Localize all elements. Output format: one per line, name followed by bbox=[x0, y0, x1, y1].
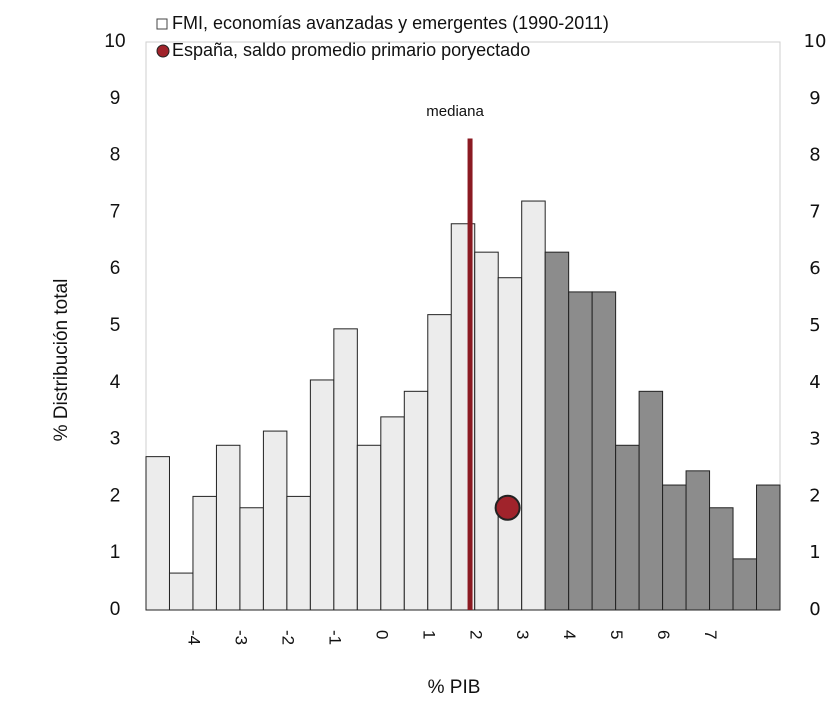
bar bbox=[427, 314, 452, 611]
bar bbox=[239, 507, 264, 611]
bar bbox=[732, 558, 758, 611]
bar bbox=[615, 444, 640, 611]
bar bbox=[403, 390, 429, 611]
bar bbox=[685, 470, 711, 611]
bar bbox=[544, 251, 570, 611]
x-axis-label: % PIB bbox=[428, 677, 481, 698]
y-axis-label: % Distribución total bbox=[51, 279, 72, 442]
y-tick-label: 6 bbox=[110, 258, 121, 279]
bar bbox=[474, 251, 499, 611]
bar bbox=[380, 416, 405, 611]
y2-tick-label: 9 bbox=[809, 88, 820, 109]
bar bbox=[192, 495, 217, 611]
x-tick-label: 5 bbox=[607, 630, 626, 639]
x-tick-label: 2 bbox=[466, 630, 485, 639]
x-tick-label: 4 bbox=[560, 630, 579, 639]
y2-tick-label: 4 bbox=[809, 372, 820, 393]
bar bbox=[709, 507, 734, 611]
x-tick-label: -3 bbox=[231, 630, 250, 645]
y-tick-label: 0 bbox=[110, 599, 121, 620]
y2-tick-label: 3 bbox=[809, 429, 820, 450]
y2-tick-label: 6 bbox=[809, 258, 820, 279]
x-tick-label: 1 bbox=[419, 630, 438, 639]
y2-tick-label: 0 bbox=[809, 599, 820, 620]
y-tick-label: 1 bbox=[110, 542, 121, 563]
y-tick-label: 4 bbox=[110, 372, 121, 393]
x-tick-label: 3 bbox=[513, 630, 532, 639]
bar bbox=[215, 444, 241, 611]
bar bbox=[309, 379, 335, 611]
y-tick-label: 5 bbox=[110, 315, 121, 336]
bar bbox=[168, 572, 194, 611]
bar bbox=[145, 456, 170, 611]
x-tick-label: 6 bbox=[654, 630, 673, 639]
y2-tick-label: 10 bbox=[804, 31, 827, 52]
bar bbox=[497, 277, 523, 611]
x-tick-label: -2 bbox=[278, 630, 297, 645]
y-tick-label: 10 bbox=[104, 31, 125, 52]
bar bbox=[356, 444, 382, 611]
x-tick-label: 7 bbox=[701, 630, 720, 639]
bar bbox=[591, 291, 617, 611]
median-label: mediana bbox=[426, 103, 484, 120]
y-tick-label: 7 bbox=[110, 201, 121, 222]
y2-tick-label: 8 bbox=[809, 145, 820, 166]
bar bbox=[262, 430, 288, 611]
legend-swatch bbox=[156, 18, 168, 30]
legend-label: FMI, economías avanzadas y emergentes (1… bbox=[172, 13, 609, 33]
x-tick-label: -1 bbox=[325, 630, 344, 645]
y-tick-label: 2 bbox=[110, 485, 121, 506]
bar bbox=[756, 484, 781, 611]
bar bbox=[638, 390, 664, 611]
x-tick-label: -4 bbox=[184, 630, 203, 645]
y-tick-label: 8 bbox=[110, 145, 121, 166]
point bbox=[494, 494, 521, 521]
bar bbox=[662, 484, 687, 611]
x-tick-label: 0 bbox=[372, 630, 391, 639]
y2-tick-label: 7 bbox=[809, 201, 820, 222]
legend-label: España, saldo promedio primario poryecta… bbox=[172, 40, 530, 60]
y-tick-label: 9 bbox=[110, 88, 121, 109]
legend-swatch bbox=[156, 44, 170, 58]
bar bbox=[568, 291, 593, 611]
bar bbox=[333, 328, 358, 611]
bar bbox=[286, 495, 311, 611]
bar bbox=[521, 200, 546, 611]
y2-tick-label: 5 bbox=[809, 315, 820, 336]
y-tick-label: 3 bbox=[110, 429, 121, 450]
y2-tick-label: 2 bbox=[809, 485, 820, 506]
y2-tick-label: 1 bbox=[809, 542, 820, 563]
